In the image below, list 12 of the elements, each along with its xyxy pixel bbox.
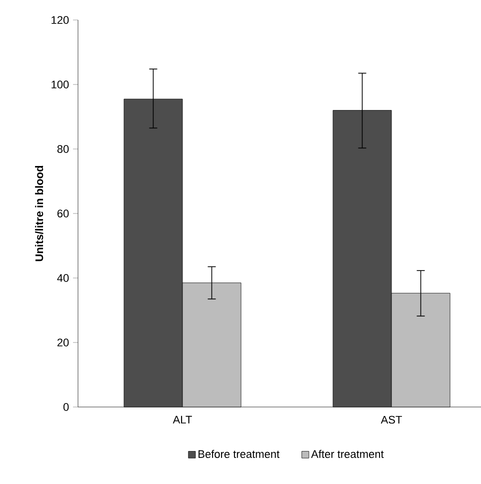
legend-label: Before treatment [198, 450, 280, 458]
y-tick-label: 120 [52, 16, 69, 24]
legend-label: After treatment [311, 450, 384, 458]
x-tick-label: AST [380, 416, 402, 424]
y-tick-label: 40 [57, 274, 69, 282]
y-tick-label: 100 [52, 80, 69, 88]
y-tick-label: 20 [57, 338, 69, 346]
y-tick-label: 60 [57, 210, 69, 218]
x-tick-label: ALT [172, 416, 192, 424]
y-axis-title: Units/litre in blood [35, 166, 44, 262]
y-tick-label: 0 [63, 403, 69, 411]
y-tick-label: 80 [57, 145, 69, 153]
